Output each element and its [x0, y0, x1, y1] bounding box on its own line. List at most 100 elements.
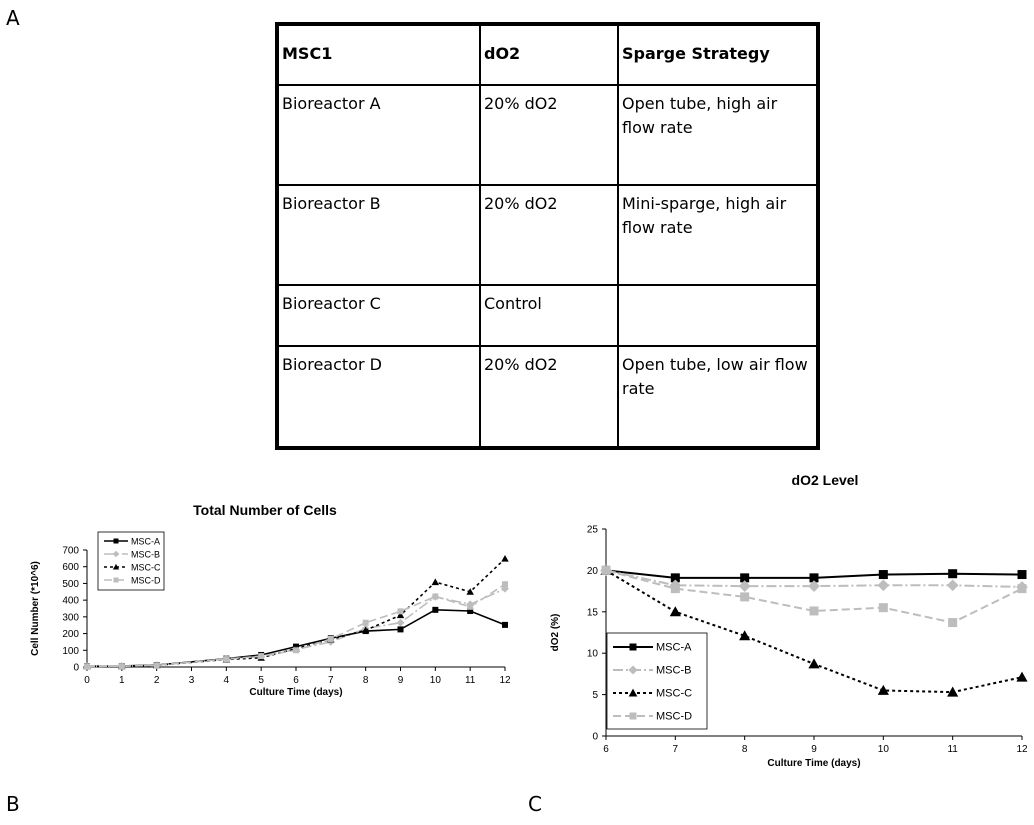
data-point — [601, 565, 611, 575]
data-point — [153, 662, 160, 669]
data-point — [878, 603, 888, 613]
data-point — [809, 573, 819, 583]
legend-marker — [113, 538, 119, 544]
series-line-msc-b — [86, 588, 506, 668]
x-tick-label: 8 — [363, 675, 369, 686]
table-cell: Mini-sparge, high air flow rate — [617, 184, 819, 287]
header-cell: Sparge Strategy — [617, 23, 819, 86]
x-tick-label: 3 — [189, 675, 195, 686]
legend-label: MSC-D — [656, 711, 692, 723]
data-point — [327, 635, 334, 642]
data-point — [946, 579, 959, 592]
data-point — [1017, 584, 1027, 594]
y-tick-label: 25 — [587, 525, 599, 536]
legend-label: MSC-A — [131, 537, 160, 547]
x-tick-label: 1 — [119, 675, 125, 686]
series-line-msc-a — [86, 609, 506, 667]
legend-label: MSC-C — [656, 688, 692, 700]
data-point — [809, 606, 819, 616]
data-point — [431, 578, 440, 586]
table-cell: Control — [479, 284, 619, 348]
header-cell: MSC1 — [276, 23, 481, 86]
y-tick-label: 0 — [73, 663, 79, 674]
x-tick-label: 0 — [84, 675, 90, 686]
data-point — [466, 588, 474, 595]
panel-label-a: A — [6, 6, 20, 30]
series-line-msc-d — [86, 583, 506, 668]
y-tick-label: 20 — [587, 566, 599, 577]
legend-marker — [629, 643, 637, 651]
data-point — [467, 603, 474, 610]
x-tick-label: 12 — [1016, 744, 1028, 755]
data-point — [502, 621, 508, 628]
table-cell: Bioreactor A — [276, 83, 481, 187]
y-tick-label: 5 — [592, 690, 598, 701]
table-cell: Open tube, low air flow rate — [617, 345, 819, 449]
data-point — [397, 626, 404, 633]
y-tick-label: 10 — [587, 649, 599, 660]
x-tick-label: 10 — [430, 675, 442, 686]
data-point — [467, 608, 474, 615]
y-tick-label: 600 — [62, 562, 79, 573]
data-point — [84, 663, 90, 670]
data-point — [670, 584, 680, 594]
data-point — [670, 573, 680, 583]
y-tick-label: 200 — [62, 629, 79, 640]
data-point — [669, 606, 681, 617]
x-tick-label: 4 — [224, 675, 230, 686]
header-cell: dO2 — [479, 23, 619, 86]
data-point — [361, 626, 370, 634]
data-point — [118, 663, 125, 670]
legend-label: MSC-B — [656, 665, 691, 677]
data-point — [293, 647, 299, 654]
legend-box — [606, 632, 708, 730]
data-point — [396, 618, 405, 627]
legend-marker — [112, 550, 120, 558]
legend-marker — [112, 563, 120, 570]
table-cell: 20% dO2 — [479, 83, 619, 187]
x-tick-label: 11 — [465, 675, 476, 686]
x-tick-label: 7 — [673, 744, 679, 755]
data-point — [397, 608, 404, 615]
data-point — [362, 619, 369, 626]
table-row: Bioreactor C Control — [276, 284, 819, 348]
data-point — [432, 593, 439, 600]
y-axis-label: Cell Number (*10^6) — [30, 561, 41, 656]
table-row: Bioreactor B 20% dO2 Mini-sparge, high a… — [276, 184, 819, 287]
table-cell — [617, 284, 819, 348]
y-tick-label: 0 — [592, 732, 598, 743]
data-point — [223, 656, 230, 663]
data-point — [501, 584, 509, 593]
x-tick-label: 6 — [293, 675, 299, 686]
table-cell: 20% dO2 — [479, 184, 619, 287]
cell-count-chart: Total Number of Cells0100200300400500600… — [30, 502, 511, 698]
x-tick-label: 5 — [258, 675, 264, 686]
data-point — [258, 653, 265, 660]
table-cell: 20% dO2 — [479, 345, 619, 449]
x-axis-label: Culture Time (days) — [249, 687, 342, 698]
data-point — [1016, 671, 1028, 682]
chart-title: Total Number of Cells — [193, 502, 337, 518]
x-axis-label: Culture Time (days) — [767, 758, 860, 769]
legend-label: MSC-B — [131, 550, 160, 560]
data-point — [502, 581, 508, 588]
data-point — [878, 570, 888, 580]
y-tick-label: 500 — [62, 579, 79, 590]
table-cell: Bioreactor B — [276, 184, 481, 287]
y-axis-label: dO2 (%) — [550, 614, 561, 652]
table-row: Bioreactor D 20% dO2 Open tube, low air … — [276, 345, 819, 449]
x-tick-label: 12 — [499, 675, 511, 686]
data-point — [432, 606, 439, 613]
data-point — [501, 554, 509, 562]
data-point — [740, 592, 750, 602]
do2-level-chart: dO2 Level 0 5 10 15 20 25 6 7 8 9 10 11 12 Culture Tim… — [550, 472, 1028, 769]
table-cell: Bioreactor C — [276, 284, 481, 348]
y-tick-label: 300 — [62, 612, 79, 623]
legend-marker — [628, 688, 638, 697]
data-point — [740, 573, 750, 583]
x-tick-label: 9 — [398, 675, 404, 686]
data-point — [808, 658, 820, 669]
y-tick-label: 700 — [62, 546, 79, 557]
x-tick-label: 2 — [154, 675, 160, 686]
x-tick-label: 11 — [947, 744, 958, 755]
